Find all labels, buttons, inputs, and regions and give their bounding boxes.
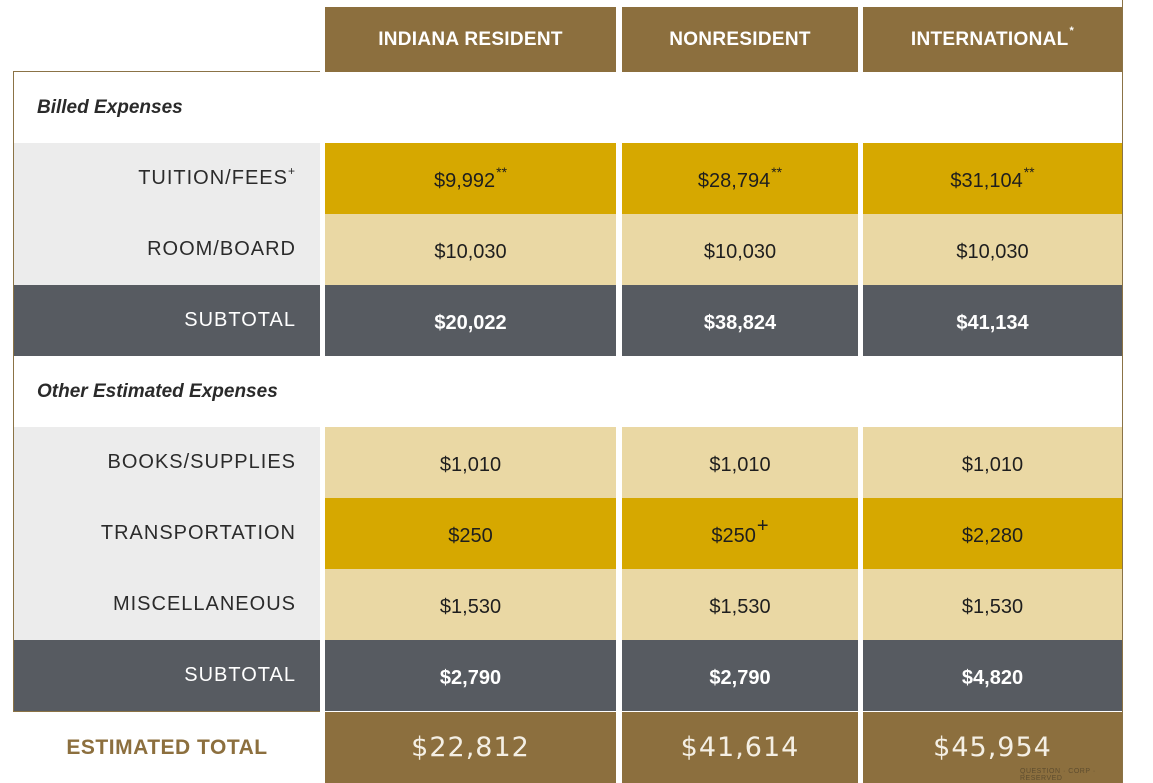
row-label-transportation: TRANSPORTATION [14, 498, 320, 569]
header-nonresident: NONRESIDENT [622, 7, 858, 72]
cell-transport-nonresident: $250 + [622, 498, 858, 569]
cell-transport-international: $2,280 [863, 498, 1122, 569]
cell-tuition-indiana: $9,992 ** [325, 143, 616, 214]
cell-books-indiana: $1,010 [325, 427, 616, 498]
cell-tuition-international: $31,104 ** [863, 143, 1122, 214]
row-label-miscellaneous: MISCELLANEOUS [14, 569, 320, 640]
total-nonresident: $41,614 [622, 712, 858, 783]
row-label-subtotal-billed: SUBTOTAL [14, 285, 320, 356]
cell-misc-indiana: $1,530 [325, 569, 616, 640]
tuition-footnote-mark: + [287, 163, 296, 178]
watermark-text: QUESTION · CORP · RESERVED [1020, 768, 1096, 782]
cell-room-international: $10,030 [863, 214, 1122, 285]
table-border-bottom [13, 711, 320, 712]
cell-transport-indiana: $250 [325, 498, 616, 569]
header-footnote-mark: * [1069, 24, 1075, 37]
table-border-left [13, 71, 14, 712]
row-label-books: BOOKS/SUPPLIES [14, 427, 320, 498]
cell-room-nonresident: $10,030 [622, 214, 858, 285]
cell-subtotal1-indiana: $20,022 [325, 285, 616, 356]
cell-misc-international: $1,530 [863, 569, 1122, 640]
cell-subtotal2-indiana: $2,790 [325, 640, 616, 711]
cell-subtotal2-international: $4,820 [863, 640, 1122, 711]
header-indiana-resident: INDIANA RESIDENT [325, 7, 616, 72]
cell-room-indiana: $10,030 [325, 214, 616, 285]
cell-misc-nonresident: $1,530 [622, 569, 858, 640]
row-label-subtotal-other: SUBTOTAL [14, 640, 320, 711]
cell-subtotal1-nonresident: $38,824 [622, 285, 858, 356]
table-border-right [1122, 0, 1123, 783]
section-other-expenses: Other Estimated Expenses [37, 380, 278, 402]
cell-books-nonresident: $1,010 [622, 427, 858, 498]
total-indiana: $22,812 [325, 712, 616, 783]
cell-subtotal2-nonresident: $2,790 [622, 640, 858, 711]
table-border-top [13, 71, 320, 72]
cell-tuition-nonresident: $28,794 ** [622, 143, 858, 214]
row-label-tuition: TUITION/FEES + [14, 143, 320, 214]
total-international: $45,954 [863, 712, 1122, 783]
section-billed-expenses: Billed Expenses [37, 96, 183, 118]
cell-subtotal1-international: $41,134 [863, 285, 1122, 356]
row-label-room-board: ROOM/BOARD [14, 214, 320, 285]
estimated-total-label: ESTIMATED TOTAL [66, 735, 268, 759]
header-international: INTERNATIONAL * [863, 7, 1122, 72]
cell-books-international: $1,010 [863, 427, 1122, 498]
